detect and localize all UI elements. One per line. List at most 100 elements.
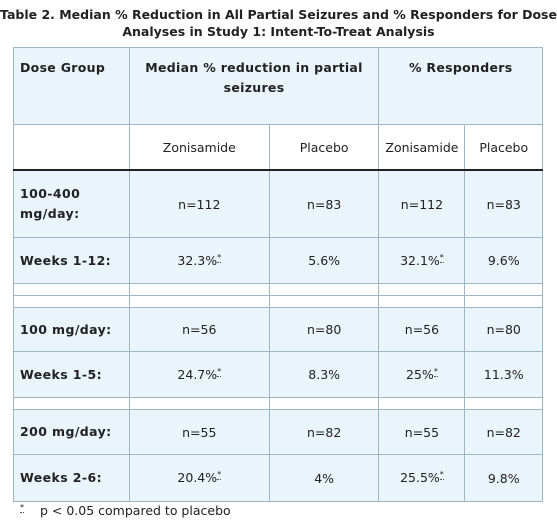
empty-cell xyxy=(268,295,380,308)
cell-text: n=82 xyxy=(307,424,342,440)
header-cell: % Responders xyxy=(378,47,543,125)
value-cell: 11.3% xyxy=(464,351,543,398)
empty-cell xyxy=(128,295,270,308)
cell-text: n=82 xyxy=(486,424,521,440)
data-row: 100-400 mg/day: n=112 n=83 n=112 n=83 xyxy=(13,169,543,238)
data-row: 100 mg/day: n=56 n=80 n=56 n=80 xyxy=(13,307,543,352)
note-mark: * xyxy=(433,366,438,377)
data-row: Weeks 1-12: 32.3%* 5.6% 32.1%* 9.6% xyxy=(13,237,543,284)
table-body: Dose Group Median % reduction in partial… xyxy=(13,47,543,502)
row-label: 200 mg/day: xyxy=(13,409,130,455)
cell-text: n=83 xyxy=(486,196,521,212)
value-cell: n=112 xyxy=(378,169,466,238)
table-title: Table 2. Median % Reduction in All Parti… xyxy=(0,7,557,39)
row-label: Weeks 2-6: xyxy=(13,454,130,502)
cell-text: n=83 xyxy=(307,196,342,212)
note-mark: * xyxy=(217,252,222,263)
value-cell: 9.6% xyxy=(464,237,543,284)
row-label: Weeks 1-12: xyxy=(13,237,130,284)
cell-text: 11.3% xyxy=(483,367,524,382)
value-cell: n=112 xyxy=(128,169,270,238)
value-cell: n=83 xyxy=(268,169,380,238)
value-cell: n=56 xyxy=(128,307,270,352)
footnote: * p < 0.05 compared to placebo xyxy=(20,503,231,518)
spacer-row xyxy=(13,295,543,308)
value-cell: n=80 xyxy=(464,307,543,352)
data-row: Weeks 1-5: 24.7%* 8.3% 25%* 11.3% xyxy=(13,351,543,398)
value-cell: n=83 xyxy=(464,169,543,238)
data-table: Dose Group Median % reduction in partial… xyxy=(13,47,543,502)
value-cell: 4% xyxy=(268,454,380,502)
subheader-cell: Placebo xyxy=(464,124,543,171)
cell-text: Weeks 1-12: xyxy=(20,252,112,268)
row-label: Weeks 1-5: xyxy=(13,351,130,398)
subheader-cell: Zonisamide xyxy=(378,124,466,171)
data-row: Weeks 2-6: 20.4%* 4% 25.5%* 9.8% xyxy=(13,454,543,502)
cell-text: 24.7% xyxy=(177,367,218,383)
empty-cell xyxy=(268,283,380,296)
footnote-text: p < 0.05 compared to placebo xyxy=(40,503,231,519)
cell-text: n=56 xyxy=(182,322,217,337)
cell-text: 20.4% xyxy=(177,470,218,486)
empty-cell xyxy=(268,397,380,410)
empty-cell xyxy=(13,295,130,308)
cell-text: 9.6% xyxy=(487,253,520,268)
cell-text: n=112 xyxy=(400,196,444,212)
value-cell: 20.4%* xyxy=(128,454,270,502)
value-cell: 9.8% xyxy=(464,454,543,502)
spacer-row xyxy=(13,397,543,410)
empty-cell xyxy=(464,283,543,296)
note-mark: * xyxy=(217,366,222,377)
empty-cell xyxy=(13,283,130,296)
empty-cell xyxy=(378,283,466,296)
row-label: 100-400 mg/day: xyxy=(13,169,130,238)
subheader-cell: Placebo xyxy=(268,124,380,171)
cell-text: 5.6% xyxy=(308,253,341,268)
empty-cell xyxy=(378,397,466,410)
value-cell: n=82 xyxy=(464,409,543,455)
note-mark: * xyxy=(217,470,222,481)
cell-text: n=80 xyxy=(486,322,521,337)
cell-text: 100 mg/day: xyxy=(20,321,112,337)
empty-cell xyxy=(128,283,270,296)
subheader-cell: Zonisamide xyxy=(128,124,270,171)
data-row: 200 mg/day: n=55 n=82 n=55 n=82 xyxy=(13,409,543,455)
header-cell: Median % reduction in partial seizures xyxy=(128,47,380,125)
cell-text: 32.3% xyxy=(177,253,218,269)
cell-text: n=112 xyxy=(178,196,221,212)
value-cell: n=55 xyxy=(128,409,270,455)
header-cell: Dose Group xyxy=(13,47,130,125)
value-cell: 32.1%* xyxy=(378,237,466,284)
cell-text: n=55 xyxy=(182,424,217,440)
value-cell: n=82 xyxy=(268,409,380,455)
footnote-mark: * xyxy=(20,503,24,513)
cell-text: 100-400 mg/day: xyxy=(20,186,81,221)
value-cell: n=80 xyxy=(268,307,380,352)
value-cell: 5.6% xyxy=(268,237,380,284)
cell-text: 25% xyxy=(406,367,434,383)
value-cell: 25%* xyxy=(378,351,466,398)
header-row: Dose Group Median % reduction in partial… xyxy=(13,47,543,125)
empty-cell xyxy=(378,295,466,308)
note-mark: * xyxy=(439,252,444,263)
empty-cell xyxy=(13,124,130,171)
empty-cell xyxy=(13,397,130,410)
cell-text: 4% xyxy=(314,470,335,486)
cell-text: n=55 xyxy=(404,424,440,440)
cell-text: n=56 xyxy=(404,322,440,337)
spacer-row xyxy=(13,283,543,296)
subheader-row: Zonisamide Placebo Zonisamide Placebo xyxy=(13,124,543,171)
cell-text: 25.5% xyxy=(400,470,440,486)
cell-text: 8.3% xyxy=(308,367,341,382)
empty-cell xyxy=(128,397,270,410)
value-cell: n=55 xyxy=(378,409,466,455)
empty-cell xyxy=(464,295,543,308)
cell-text: 32.1% xyxy=(400,253,440,269)
cell-text: 200 mg/day: xyxy=(20,424,112,439)
value-cell: n=56 xyxy=(378,307,466,352)
value-cell: 25.5%* xyxy=(378,454,466,502)
note-mark: * xyxy=(439,470,444,481)
value-cell: 32.3%* xyxy=(128,237,270,284)
row-label: 100 mg/day: xyxy=(13,307,130,352)
cell-text: Weeks 2-6: xyxy=(20,470,102,485)
